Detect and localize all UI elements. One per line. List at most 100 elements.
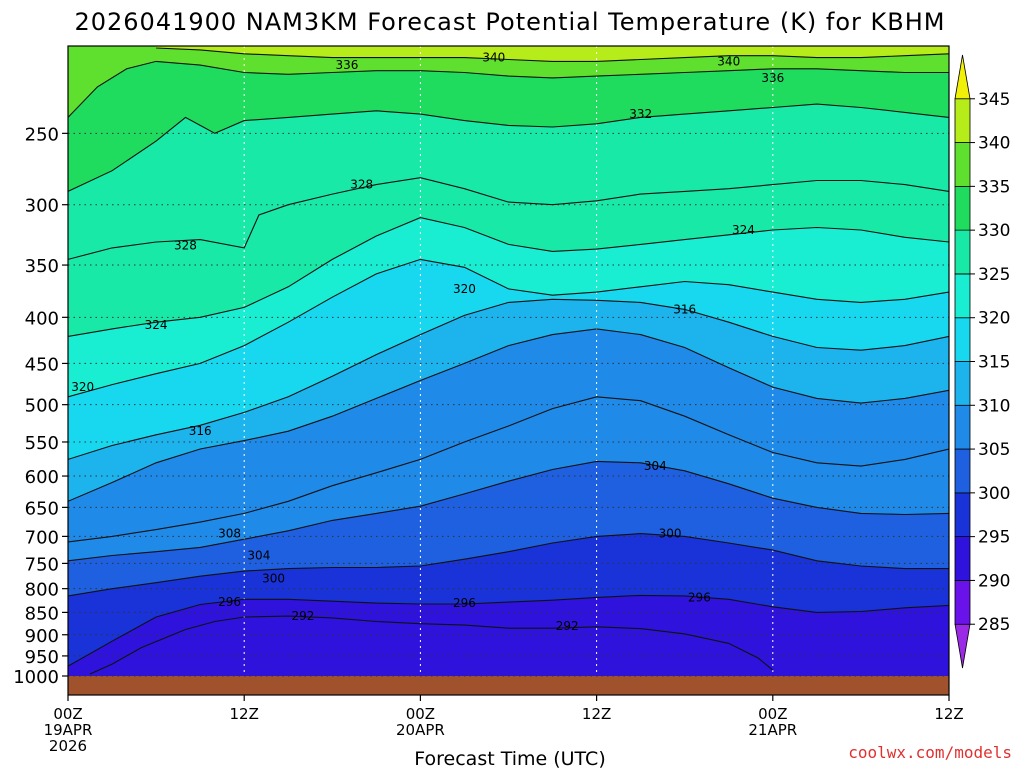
watermark: coolwx.com/models <box>848 743 1012 762</box>
x-tick-label: 21APR <box>748 721 797 739</box>
colorbar-segment <box>954 54 971 100</box>
colorbar-tick-label: 320 <box>978 309 1010 329</box>
y-tick-label: 500 <box>25 396 59 417</box>
y-tick-label: 250 <box>25 124 59 145</box>
contour-label: 292 <box>556 619 579 633</box>
y-tick-label: 800 <box>25 580 59 601</box>
contour-label: 292 <box>291 609 314 623</box>
colorbar-tick-label: 285 <box>978 615 1010 635</box>
contour-label: 336 <box>761 71 784 85</box>
contour-label: 320 <box>71 380 94 394</box>
y-tick-label: 300 <box>25 196 59 217</box>
x-axis-label: Forecast Time (UTC) <box>414 748 605 768</box>
colorbar-segment <box>954 448 971 494</box>
contour-332 <box>68 103 949 192</box>
contour-300 <box>68 533 949 597</box>
y-tick-label: 450 <box>25 354 59 375</box>
contour-label: 328 <box>174 239 197 253</box>
contour-label: 300 <box>262 572 285 586</box>
x-tick-label: 00Z <box>53 705 82 723</box>
colorbar-segment <box>954 404 971 450</box>
colorbar-segment <box>954 492 971 538</box>
y-tick-label: 950 <box>25 647 59 668</box>
colorbar-tick-label: 290 <box>978 571 1010 591</box>
colorbar-segment <box>954 536 971 581</box>
contour-label: 308 <box>218 527 241 541</box>
colorbar-segment <box>954 317 971 362</box>
y-tick-label: 750 <box>25 554 59 575</box>
contour-308 <box>68 396 949 543</box>
contour-label: 320 <box>453 282 476 296</box>
x-tick-label: 20APR <box>396 721 445 739</box>
band-fill-332 <box>68 46 949 192</box>
chart-title: 2026041900 NAM3KM Forecast Potential Tem… <box>74 8 945 36</box>
colorbar: 285 290 295 300 305 310 315 320 325 330 335 340 345 <box>954 54 1010 669</box>
contour-label: 304 <box>247 548 270 562</box>
contour-label: 296 <box>218 595 241 609</box>
grid-lines <box>68 46 949 677</box>
colorbar-segment <box>954 361 971 406</box>
y-tick-label: 600 <box>25 467 59 488</box>
contour-328 <box>68 177 949 260</box>
colorbar-tick-label: 315 <box>978 353 1010 373</box>
y-tick-label: 350 <box>25 256 59 277</box>
contour-label: 324 <box>145 318 168 332</box>
colorbar-tick-label: 340 <box>978 134 1010 154</box>
colorbar-segment <box>954 273 971 319</box>
contour-label: 304 <box>644 459 667 473</box>
contour-340 <box>156 47 949 62</box>
x-tick-label: 2026 <box>49 737 87 755</box>
colorbar-tick-label: 300 <box>978 484 1010 504</box>
colorbar-segment <box>954 142 971 187</box>
y-tick-label: 550 <box>25 433 59 454</box>
contour-labels: 340 340 336 336 332 328 328 324 324 320 320 316 316 3… <box>71 51 784 633</box>
x-tick-label: 12Z <box>582 705 611 723</box>
contour-label: 300 <box>659 527 682 541</box>
colorbar-segment <box>954 580 971 625</box>
contour-324 <box>68 217 949 337</box>
x-tick-label: 12Z <box>230 705 259 723</box>
colorbar-tick-label: 325 <box>978 265 1010 285</box>
contour-320 <box>68 258 949 398</box>
contour-label: 324 <box>732 223 755 237</box>
contour-label: 316 <box>673 302 696 316</box>
y-tick-label: 700 <box>25 527 59 548</box>
y-tick-label: 1000 <box>13 667 59 688</box>
contour-label: 332 <box>629 107 652 121</box>
colorbar-segment <box>954 229 971 275</box>
colorbar-segment <box>954 185 971 231</box>
contour-316 <box>68 298 949 460</box>
colorbar-segment <box>954 623 971 669</box>
contour-label: 316 <box>189 424 212 438</box>
contour-label: 296 <box>688 590 711 604</box>
x-tick-label: 12Z <box>934 705 963 723</box>
colorbar-tick-label: 330 <box>978 221 1010 241</box>
colorbar-tick-label: 310 <box>978 396 1010 416</box>
x-tick-label: 19APR <box>44 721 93 739</box>
terrain-band <box>68 676 949 695</box>
contour-296 <box>68 594 949 667</box>
contour-lines <box>68 47 949 675</box>
contour-304 <box>68 460 949 562</box>
x-tick-label: 00Z <box>406 705 435 723</box>
temperature-field <box>68 46 949 676</box>
colorbar-tick-label: 345 <box>978 90 1010 110</box>
contour-292 <box>89 615 774 675</box>
x-tick-label: 00Z <box>758 705 787 723</box>
colorbar-tick-label: 335 <box>978 177 1010 197</box>
contour-312 <box>68 328 949 502</box>
plot-frame <box>67 45 950 696</box>
contour-336 <box>68 60 949 118</box>
y-tick-label: 850 <box>25 603 59 624</box>
band-fill-336 <box>68 46 949 118</box>
y-tick-label: 900 <box>25 626 59 647</box>
colorbar-segment <box>954 98 971 143</box>
contour-label: 296 <box>453 596 476 610</box>
contour-label: 336 <box>336 58 359 72</box>
y-axis: 2503003504004505005506006507007508008509… <box>13 124 68 688</box>
y-tick-label: 400 <box>25 308 59 329</box>
y-tick-label: 650 <box>25 498 59 519</box>
colorbar-tick-label: 295 <box>978 528 1010 548</box>
